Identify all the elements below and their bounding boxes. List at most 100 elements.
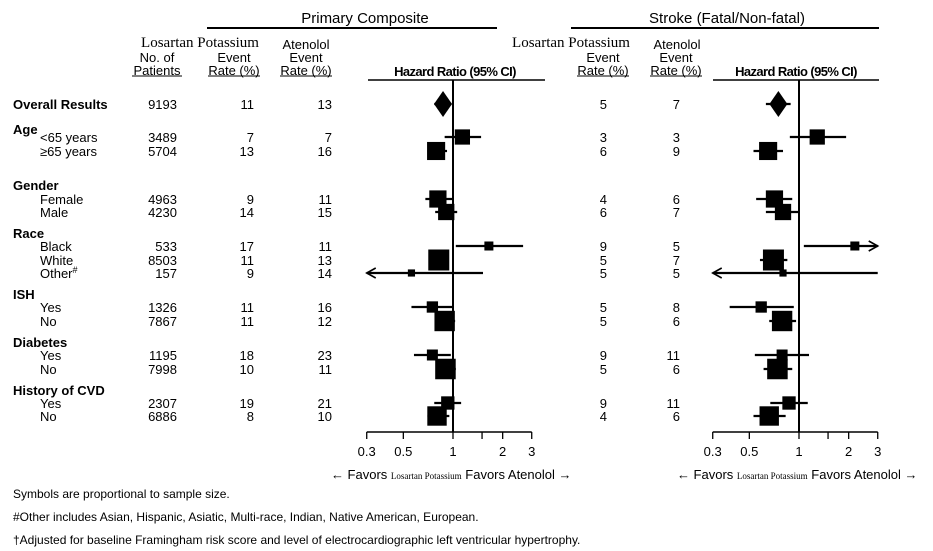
atenolol-rate-cell: 16: [318, 300, 332, 315]
n-patients-cell: 1195: [149, 348, 177, 363]
forest-row: [770, 396, 808, 410]
atenolol-rate-cell: 15: [318, 205, 332, 220]
forest-row: [435, 358, 456, 380]
losartan-rate-cell: 14: [240, 205, 254, 220]
forest-row: [759, 249, 788, 271]
atenolol-rate-cell-right: 5: [673, 239, 680, 254]
hazard-ratio-square: [428, 249, 450, 271]
favors-label: ← Favors Losartan Potassium Favors Ateno…: [677, 467, 918, 482]
hazard-ratio-square: [809, 129, 825, 145]
losartan-rate-cell-right: 5: [600, 253, 607, 268]
row-label: Yes: [40, 348, 62, 363]
row-label: Male: [40, 205, 68, 220]
group-diabetes: Diabetes: [13, 335, 67, 350]
losartan-rate-cell-right: 5: [600, 266, 607, 281]
ci-arrow-left: [365, 267, 377, 279]
losartan-rate-cell-right: 6: [600, 205, 607, 220]
ci-arrow-right: [868, 240, 880, 252]
ci-arrow-left: [711, 267, 723, 279]
n-patients-cell: 6886: [148, 409, 177, 424]
atenolol-rate-cell-right: 6: [673, 362, 680, 377]
losartan-rate-cell-right: 4: [600, 192, 607, 207]
group-history-cvd: History of CVD: [13, 383, 105, 398]
losartan-rate-cell-right: 5: [600, 314, 607, 329]
losartan-rate-cell-right: 6: [600, 144, 607, 159]
footnote-other: #Other includes Asian, Hispanic, Asiatic…: [13, 510, 479, 524]
n-patients-cell: 3489: [148, 130, 177, 145]
losartan-rate-cell: 10: [240, 362, 254, 377]
hazard-ratio-square: [771, 310, 793, 332]
n-patients-cell: 9193: [148, 97, 177, 112]
footnote-symbols: Symbols are proportional to sample size.: [13, 487, 230, 501]
n-patients-cell: 5704: [148, 144, 177, 159]
favors-label: ← Favors Losartan Potassium Favors Ateno…: [331, 467, 572, 482]
losartan-header: Losartan Potassium: [141, 35, 259, 51]
atenolol-rate-cell-right: 7: [673, 205, 680, 220]
atenolol-rate-cell-right: 6: [673, 409, 680, 424]
row-label: No: [40, 362, 57, 377]
hazard-ratio-square: [767, 358, 788, 380]
n-patients-cell: 8503: [148, 253, 177, 268]
forest-row: [411, 301, 453, 313]
hazard-ratio-square: [762, 249, 784, 271]
atenolol-rate-header-right: Event Rate (%): [650, 50, 701, 78]
losartan-rate-cell: 9: [247, 266, 254, 281]
row-label: Overall Results: [13, 97, 108, 112]
forest-row: [753, 406, 786, 426]
forest-row: [754, 349, 810, 361]
losartan-rate-cell-right: 5: [600, 300, 607, 315]
hazard-ratio-header-right: Hazard Ratio (95% CI): [735, 64, 857, 79]
n-patients-cell: 7867: [148, 314, 177, 329]
atenolol-header-right: Atenolol: [654, 37, 701, 52]
n-patients-cell: 157: [155, 266, 177, 281]
forest-row: [789, 129, 847, 145]
losartan-rate-cell-right: 5: [600, 362, 607, 377]
losartan-rate-cell: 7: [247, 130, 254, 145]
x-tick-label: 0.3: [358, 444, 376, 459]
losartan-rate-cell: 17: [240, 239, 254, 254]
forest-row: [444, 129, 482, 145]
losartan-rate-cell-right: 4: [600, 409, 607, 424]
forest-row: [729, 301, 794, 313]
atenolol-rate-cell-right: 3: [673, 130, 680, 145]
losartan-rate-cell: 11: [241, 97, 255, 112]
losartan-rate-cell: 11: [241, 314, 255, 329]
losartan-rate-cell-right: 5: [600, 97, 607, 112]
n-patients-cell: 2307: [148, 396, 177, 411]
atenolol-rate-cell: 13: [318, 97, 332, 112]
forest-row: [413, 349, 451, 361]
losartan-rate-cell: 11: [241, 253, 255, 268]
x-tick-label: 2: [845, 444, 852, 459]
group-age: Age: [13, 122, 38, 137]
forest-row: [803, 240, 880, 252]
losartan-rate-cell: 9: [247, 192, 254, 207]
losartan-rate-cell-right: 9: [600, 239, 607, 254]
table-rows: Overall Results 9193 11 13<65 years 3489 7 7≥6…: [13, 97, 680, 424]
atenolol-rate-cell-right: 6: [673, 314, 680, 329]
forest-row: [428, 249, 450, 271]
row-label: No: [40, 314, 57, 329]
losartan-rate-cell-right: 3: [600, 130, 607, 145]
group-race: Race: [13, 226, 44, 241]
row-label: Yes: [40, 300, 62, 315]
footnote-adjusted: †Adjusted for baseline Framingham risk s…: [13, 533, 580, 547]
hazard-ratio-square: [426, 301, 439, 313]
atenolol-rate-cell: 14: [318, 266, 332, 281]
hazard-ratio-square: [779, 269, 787, 277]
hazard-ratio-square: [755, 301, 767, 313]
losartan-rate-header: Event Rate (%): [208, 50, 259, 78]
forest-row: [425, 190, 453, 208]
hazard-ratio-square: [435, 358, 456, 380]
hazard-ratio-square: [454, 129, 471, 145]
forest-row: [434, 310, 456, 332]
forest-row: [763, 358, 793, 380]
forest-row: [769, 310, 797, 332]
hazard-ratio-square: [782, 396, 796, 410]
atenolol-rate-cell: 16: [318, 144, 332, 159]
stroke-title: Stroke (Fatal/Non-fatal): [649, 10, 805, 27]
x-tick-label: 3: [528, 444, 535, 459]
losartan-rate-cell: 19: [240, 396, 254, 411]
atenolol-rate-cell: 11: [319, 239, 333, 254]
forest-row: [365, 267, 484, 279]
x-tick-label: 1: [795, 444, 802, 459]
